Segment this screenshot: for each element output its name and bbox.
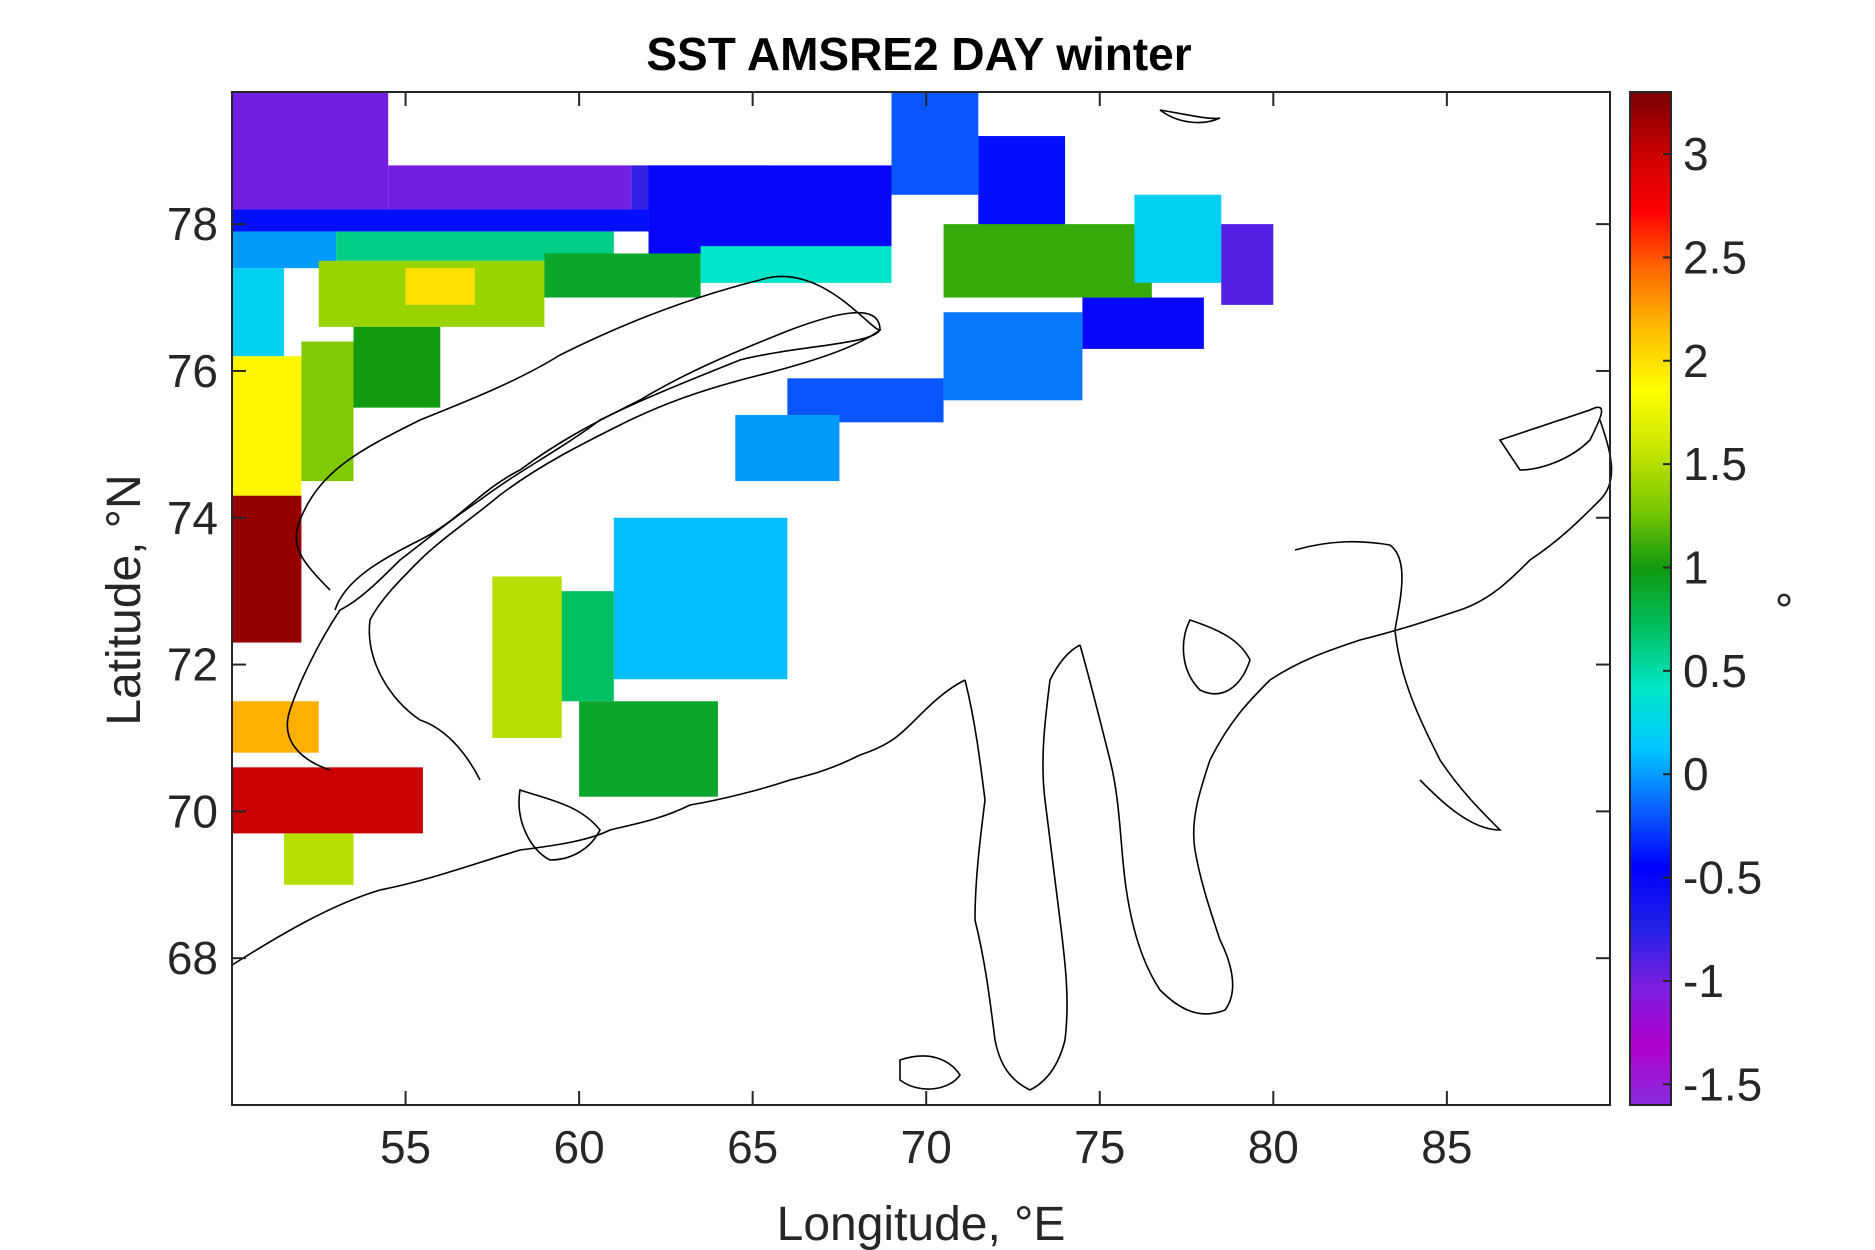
colorbar-tick-label: -1.5 bbox=[1683, 1058, 1762, 1110]
sst-cell-region-0 bbox=[232, 92, 389, 210]
sst-cell-region-15 bbox=[1221, 224, 1274, 305]
colorbar-tick-label: 3 bbox=[1683, 128, 1709, 180]
coastline-east-shore bbox=[1209, 419, 1613, 761]
sst-cell-region-11 bbox=[544, 253, 701, 298]
sst-cell-region-17 bbox=[943, 312, 1083, 401]
sst-cell-region-23 bbox=[353, 326, 441, 408]
x-tick-label: 75 bbox=[1074, 1121, 1125, 1173]
colorbar-tick-label: 0 bbox=[1683, 748, 1709, 800]
sst-cell-region-3 bbox=[232, 209, 649, 232]
colorbar-tick-label: 1.5 bbox=[1683, 438, 1747, 490]
y-tick-label: 68 bbox=[167, 932, 218, 984]
sst-cell-region-6 bbox=[978, 136, 1066, 239]
sst-cell-region-21 bbox=[232, 356, 302, 496]
sst-cell-region-13 bbox=[943, 224, 1152, 298]
y-tick-label: 74 bbox=[167, 492, 218, 544]
coastline-bay-inlet bbox=[1182, 619, 1251, 695]
y-tick-label: 78 bbox=[167, 198, 218, 250]
x-tick-label: 80 bbox=[1248, 1121, 1299, 1173]
sst-cell-region-4 bbox=[648, 165, 892, 254]
sst-heatmap bbox=[232, 92, 1274, 885]
sst-cell-region-16 bbox=[1082, 297, 1204, 349]
sst-cell-region-22 bbox=[301, 341, 354, 482]
colorbar-tick-label: 0.5 bbox=[1683, 645, 1747, 697]
coastline-layer bbox=[231, 109, 1613, 1091]
sst-cell-region-28 bbox=[579, 701, 718, 797]
coastline-taymyr bbox=[1294, 540, 1502, 831]
plot-frame bbox=[231, 91, 1611, 1106]
x-axis-title: Longitude, °E bbox=[777, 1198, 1066, 1250]
sst-cell-region-25 bbox=[613, 517, 788, 680]
sst-cell-region-24 bbox=[232, 495, 302, 643]
coastline-yamal-west bbox=[964, 679, 1031, 1091]
colorbar-tick-label: -0.5 bbox=[1683, 852, 1762, 904]
colorbar-tick-label: 2.5 bbox=[1683, 231, 1747, 283]
sst-cell-region-31 bbox=[284, 833, 354, 885]
colorbar-ticks: -1.5 -1 -0.5 0 0.5 1 1.5 2 2.5 3 bbox=[1663, 128, 1762, 1110]
chart-title: SST AMSRE2 DAY winter bbox=[646, 28, 1191, 80]
sst-cell-region-29 bbox=[232, 701, 319, 753]
sst-cell-region-12 bbox=[700, 246, 892, 283]
y-tick-label: 70 bbox=[167, 785, 218, 837]
coastline-islands-ne bbox=[1498, 406, 1603, 471]
colorbar-tick-label: 1 bbox=[1683, 541, 1709, 593]
colorbar: -1.5 -1 -0.5 0 0.5 1 1.5 2 2.5 3 ° bbox=[1629, 91, 1820, 1110]
coastline-gydan bbox=[1079, 644, 1234, 1015]
sst-cell-region-19 bbox=[735, 414, 840, 482]
x-tick-label: 85 bbox=[1421, 1121, 1472, 1173]
y-axis: 68 70 72 74 76 78 bbox=[167, 198, 1610, 984]
sst-cell-region-10 bbox=[405, 268, 475, 305]
coastline-peninsula bbox=[518, 788, 601, 861]
colorbar-tick-label: 2 bbox=[1683, 335, 1709, 387]
coastline-mainland-west bbox=[231, 679, 966, 966]
sst-cell-region-30 bbox=[232, 767, 423, 834]
colorbar-tick-label: -1 bbox=[1683, 955, 1724, 1007]
coastline-islands-n bbox=[1159, 109, 1221, 124]
sst-cell-region-20 bbox=[232, 268, 285, 357]
y-tick-label: 76 bbox=[167, 345, 218, 397]
sst-cell-region-27 bbox=[492, 576, 562, 738]
coastline-novaya-zemlya-outer bbox=[286, 275, 882, 771]
coastline-yamal-east bbox=[1029, 644, 1081, 1091]
y-tick-label: 72 bbox=[167, 639, 218, 691]
coastline-kolguev bbox=[899, 1055, 961, 1090]
map-plot-area bbox=[231, 91, 1613, 1106]
colorbar-label: ° bbox=[1768, 591, 1820, 609]
colorbar-gradient bbox=[1629, 91, 1672, 1106]
x-tick-label: 55 bbox=[380, 1121, 431, 1173]
coastline-novaya-zemlya-inner bbox=[334, 311, 881, 781]
sst-cell-region-5 bbox=[891, 92, 979, 195]
sst-cell-region-14 bbox=[1134, 194, 1222, 283]
x-tick-label: 70 bbox=[901, 1121, 952, 1173]
x-axis: 55 60 65 70 75 80 85 bbox=[380, 92, 1472, 1173]
sst-cell-region-1 bbox=[388, 165, 632, 210]
x-tick-label: 60 bbox=[554, 1121, 605, 1173]
x-tick-label: 65 bbox=[727, 1121, 778, 1173]
y-axis-title: Latitude, °N bbox=[98, 474, 151, 725]
